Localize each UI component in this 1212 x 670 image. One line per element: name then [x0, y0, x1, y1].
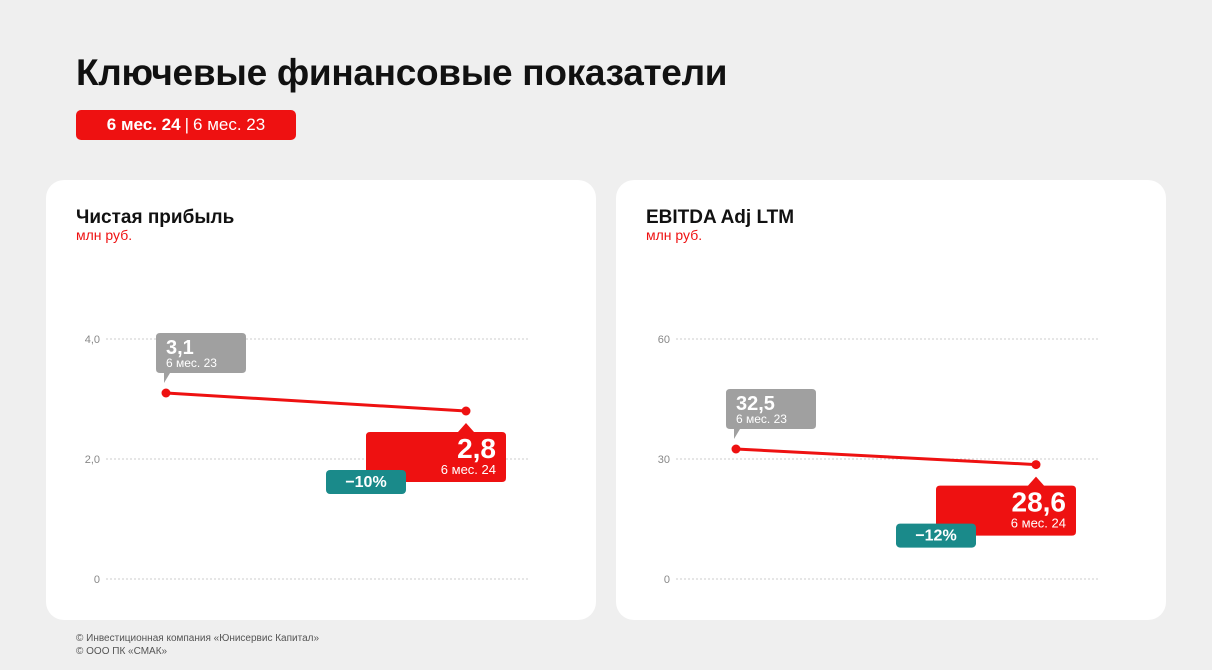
previous-period-label: 6 мес. 23 [736, 412, 787, 426]
copyright-line: © ООО ПК «СМАК» [76, 646, 168, 657]
previous-value-callout [156, 333, 246, 383]
y-tick-label: 2,0 [85, 454, 100, 466]
ebitda-card: EBITDA Adj LTM млн руб. 0 30 60 32,5 6 мес. … [616, 180, 1166, 620]
previous-value-label: 3,1 [166, 337, 194, 359]
series-line [734, 447, 1038, 467]
copyright-line: © Инвестиционная компания «Юнисервис Кап… [76, 633, 320, 644]
current-value-label: 28,6 [1012, 487, 1067, 518]
y-tick-label: 0 [94, 574, 100, 586]
ebitda-chart: 0 30 60 32,56 мес. 23 28,66 мес. 24 −12% [658, 334, 1098, 586]
data-point [1031, 460, 1041, 470]
y-tick-label: 30 [658, 454, 670, 466]
net-profit-card: Чистая прибыль млн руб. 0 2,0 4,0 3,1 6 мес.… [46, 180, 596, 620]
y-tick-label: 0 [664, 574, 670, 586]
current-value-label: 2,8 [457, 433, 496, 464]
change-badge [326, 470, 406, 494]
footer: © Инвестиционная компания «Юнисервис Кап… [76, 632, 319, 658]
previous-value-callout [726, 389, 816, 439]
current-period-label: 6 мес. 24 [441, 462, 496, 477]
data-point [731, 444, 741, 454]
change-label: −12% [915, 528, 956, 545]
page-title: Ключевые финансовые показатели [76, 52, 728, 93]
change-label: −10% [345, 474, 386, 491]
chart-unit: млн руб. [76, 227, 133, 243]
chart-title: Чистая прибыль [76, 207, 235, 228]
previous-value-label: 32,5 [736, 393, 775, 415]
current-value-callout [366, 423, 506, 482]
previous-period-label: 6 мес. 23 [166, 356, 217, 370]
y-tick-label: 4,0 [85, 334, 100, 346]
period-active-label: 6 мес. 24 [106, 115, 181, 134]
period-other-label: 6 мес. 23 [193, 115, 266, 134]
period-separator: | [184, 115, 190, 134]
data-point [161, 388, 171, 398]
period-selector[interactable]: 6 мес. 24 | 6 мес. 23 [76, 110, 296, 140]
series-line [164, 391, 468, 413]
current-period-label: 6 мес. 24 [1011, 516, 1066, 531]
chart-unit: млн руб. [646, 227, 703, 243]
current-value-callout [936, 476, 1076, 536]
chart-title: EBITDA Adj LTM [646, 207, 795, 228]
y-tick-label: 60 [658, 334, 670, 346]
change-badge [896, 523, 976, 548]
data-point [461, 406, 471, 416]
net-profit-chart: 0 2,0 4,0 3,16 мес. 23 2,86 мес. 24 −10% [85, 333, 528, 586]
